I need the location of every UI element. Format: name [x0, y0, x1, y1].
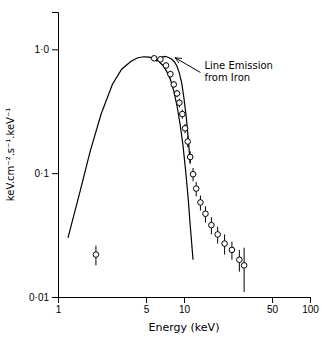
tick: 50 — [267, 297, 279, 315]
tick-label: 1 — [56, 304, 62, 315]
data-point — [229, 247, 235, 253]
data-point — [151, 56, 157, 62]
tick-mark — [272, 297, 273, 303]
tick-label: 1·0 — [35, 44, 50, 55]
data-point — [193, 186, 199, 192]
data-point — [241, 263, 247, 269]
tick: 1 — [56, 297, 62, 315]
data-point — [168, 71, 174, 77]
data-points — [93, 56, 247, 292]
data-point — [222, 241, 228, 247]
tick: 10 — [179, 297, 191, 315]
y-axis: 0·01 0·1 1·0 — [29, 13, 59, 303]
tick-mark — [52, 297, 58, 298]
tick-label: 100 — [302, 304, 319, 315]
tick: 5 — [144, 297, 150, 315]
data-point — [198, 200, 204, 206]
error-bar — [244, 248, 245, 292]
tick-mark — [146, 297, 147, 303]
data-point — [190, 171, 196, 177]
data-point — [237, 257, 243, 263]
chart: 1 5 10 50 100 0·01 0·1 1·0 Line Emissionfrom Iro… — [0, 0, 324, 339]
tick-label: 5 — [144, 304, 150, 315]
data-point — [93, 252, 99, 258]
axis-line — [59, 298, 311, 304]
tick-label: 10 — [179, 304, 191, 315]
annotation-line: from Iron — [204, 72, 250, 83]
tick-mark — [184, 297, 185, 303]
data-point — [180, 111, 186, 117]
data-point — [209, 222, 215, 228]
axis-line — [52, 13, 59, 298]
annotation-arrow — [175, 58, 200, 73]
y-axis-title: keV.cm⁻².s⁻¹.keV⁻¹ — [5, 108, 16, 201]
data-point — [185, 139, 191, 145]
tick-mark — [310, 297, 311, 303]
tick: 0·01 — [29, 292, 58, 303]
annotation-line: Line Emission — [204, 60, 273, 71]
data-point — [163, 63, 169, 69]
tick-label: 0·1 — [35, 168, 50, 179]
data-point — [177, 100, 183, 106]
curve — [156, 56, 190, 163]
tick-label: 50 — [267, 304, 279, 315]
tick-mark — [52, 49, 58, 50]
data-point — [187, 154, 193, 160]
tick: 100 — [302, 297, 319, 315]
x-axis-title: Energy (keV) — [149, 321, 220, 334]
annotation: Line Emissionfrom Iron — [204, 60, 273, 83]
plot: 1 5 10 50 100 0·01 0·1 1·0 Line Emissionfrom Iro… — [29, 13, 319, 316]
tick-mark — [52, 173, 58, 174]
marks — [68, 56, 247, 292]
data-point — [182, 126, 188, 132]
annotations: Line Emissionfrom Iron — [175, 58, 273, 84]
data-point — [171, 82, 177, 88]
curve — [68, 57, 193, 260]
tick: 1·0 — [35, 44, 58, 55]
tick-label: 0·01 — [29, 292, 49, 303]
x-axis: 1 5 10 50 100 — [56, 297, 320, 315]
data-point — [203, 211, 209, 217]
data-point — [158, 57, 164, 63]
data-point — [174, 91, 180, 97]
data-point — [215, 232, 221, 238]
tick: 0·1 — [35, 168, 58, 179]
